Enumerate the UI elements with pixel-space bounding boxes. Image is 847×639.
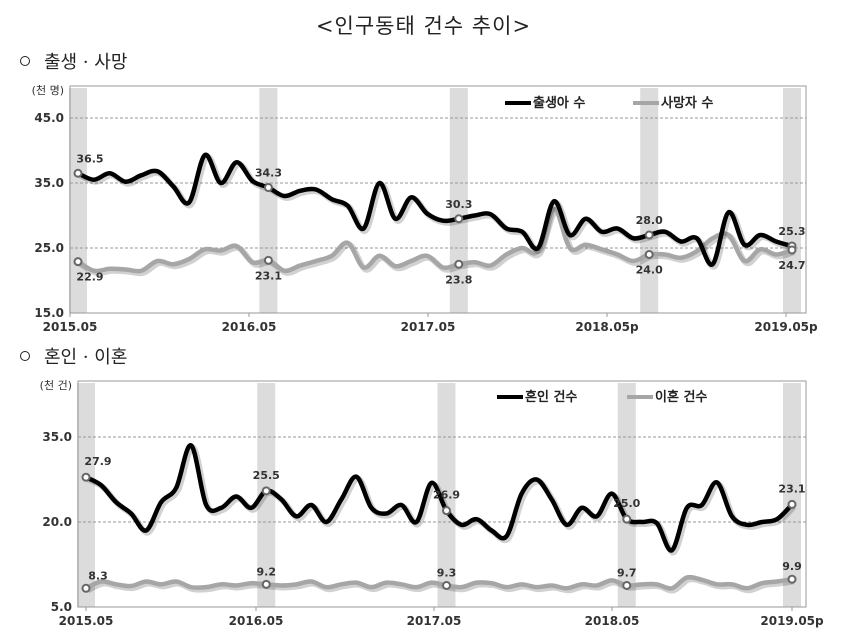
series-line bbox=[77, 152, 793, 267]
x-tick-label: 2015.05 bbox=[43, 320, 98, 334]
highlight-band bbox=[69, 88, 87, 313]
data-label: 9.3 bbox=[437, 566, 457, 579]
y-tick-label: 35.0 bbox=[42, 430, 72, 444]
data-marker bbox=[261, 486, 271, 496]
data-label: 9.9 bbox=[782, 560, 802, 573]
highlight-band bbox=[259, 88, 278, 313]
data-marker bbox=[261, 579, 271, 589]
data-label: 25.0 bbox=[613, 497, 640, 510]
series-line bbox=[84, 574, 793, 591]
data-label: 23.1 bbox=[778, 482, 805, 495]
data-marker bbox=[644, 230, 654, 240]
data-marker bbox=[442, 580, 452, 590]
data-marker bbox=[622, 580, 632, 590]
data-marker bbox=[442, 506, 452, 516]
highlight-band bbox=[437, 383, 456, 607]
y-tick-label: 35.0 bbox=[34, 176, 64, 190]
data-marker bbox=[454, 259, 464, 269]
data-marker bbox=[787, 574, 797, 584]
y-tick-label: 5.0 bbox=[51, 600, 72, 614]
highlight-band bbox=[783, 383, 801, 607]
x-tick-label: 2015.05 bbox=[59, 614, 114, 628]
data-label: 36.5 bbox=[76, 152, 103, 165]
highlight-band bbox=[617, 383, 636, 607]
x-tick-label: 2018.05p bbox=[575, 320, 639, 334]
data-label: 23.1 bbox=[255, 269, 282, 282]
legend-label: 이혼 건수 bbox=[655, 389, 707, 405]
data-marker bbox=[73, 168, 83, 178]
y-tick-label: 20.0 bbox=[42, 515, 72, 529]
highlight-band bbox=[783, 88, 801, 313]
data-label: 24.0 bbox=[636, 264, 663, 277]
data-marker bbox=[263, 183, 273, 193]
data-label: 8.3 bbox=[88, 569, 108, 582]
data-marker bbox=[644, 250, 654, 259]
x-tick-label: 2019.05p bbox=[754, 320, 818, 334]
data-marker bbox=[263, 255, 273, 265]
data-marker bbox=[81, 472, 91, 482]
data-label: 22.9 bbox=[76, 271, 103, 284]
page-title: <인구동태 건수 추이> bbox=[315, 14, 532, 38]
legend-label: 출생아 수 bbox=[533, 95, 585, 111]
y-tick-label: 15.0 bbox=[34, 306, 64, 320]
highlight-band bbox=[77, 383, 95, 607]
data-label: 25.3 bbox=[778, 225, 805, 238]
y-axis-unit: (천 건) bbox=[40, 378, 72, 392]
x-tick-label: 2019.05p bbox=[760, 614, 824, 628]
data-label: 26.9 bbox=[433, 489, 460, 502]
section-birth-death: 출생 · 사망 bbox=[20, 48, 127, 74]
x-tick-label: 2016.05 bbox=[229, 614, 284, 628]
data-marker bbox=[454, 214, 464, 224]
data-label: 34.3 bbox=[255, 167, 282, 180]
y-tick-label: 45.0 bbox=[34, 111, 64, 125]
data-marker bbox=[622, 514, 632, 524]
x-tick-label: 2018.05 bbox=[585, 614, 640, 628]
data-label: 24.7 bbox=[778, 259, 805, 272]
series-line bbox=[84, 443, 794, 553]
x-tick-label: 2017.05 bbox=[407, 614, 462, 628]
section-label: 출생 · 사망 bbox=[44, 52, 128, 73]
series-line bbox=[76, 206, 793, 274]
section-label: 혼인 · 이혼 bbox=[44, 347, 128, 368]
y-axis-unit: (천 명) bbox=[32, 83, 64, 97]
data-label: 23.8 bbox=[445, 273, 472, 286]
plot-frame bbox=[69, 85, 807, 314]
data-label: 30.3 bbox=[445, 198, 472, 211]
data-marker bbox=[787, 499, 797, 509]
section-marriage-divorce: 혼인 · 이혼 bbox=[20, 343, 127, 369]
circle-bullet-icon bbox=[20, 351, 30, 361]
data-marker bbox=[81, 583, 91, 593]
x-tick-label: 2016.05 bbox=[222, 320, 277, 334]
data-label: 25.5 bbox=[253, 469, 280, 482]
y-tick-label: 25.0 bbox=[34, 241, 64, 255]
data-label: 9.2 bbox=[257, 565, 277, 578]
legend-label: 사망자 수 bbox=[661, 95, 713, 111]
highlight-band bbox=[449, 88, 468, 313]
data-label: 9.7 bbox=[617, 566, 637, 579]
circle-bullet-icon bbox=[20, 56, 30, 66]
data-marker bbox=[73, 257, 83, 267]
legend-label: 혼인 건수 bbox=[525, 389, 577, 405]
data-marker bbox=[787, 245, 797, 255]
x-tick-label: 2017.05 bbox=[401, 320, 456, 334]
data-label: 28.0 bbox=[636, 214, 663, 227]
data-label: 27.9 bbox=[84, 455, 111, 468]
plot-frame bbox=[77, 380, 807, 608]
